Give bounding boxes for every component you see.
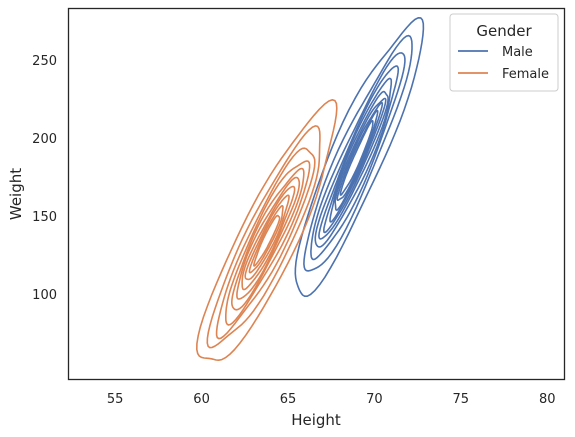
x-tick-label: 65 <box>280 392 297 407</box>
contour-female-level-4 <box>225 160 311 326</box>
y-axis-label: Weight <box>7 168 25 220</box>
y-tick-label: 150 <box>32 210 57 225</box>
x-tick-label: 55 <box>107 392 124 407</box>
contour-female-level-2 <box>206 125 321 349</box>
y-tick-label: 200 <box>32 132 57 147</box>
x-axis-label: Height <box>291 411 341 429</box>
contour-female-level-8 <box>244 194 290 281</box>
contour-male-level-3 <box>310 52 406 261</box>
legend-title: Gender <box>476 22 532 40</box>
x-axis-ticks: 55 60 65 70 75 80 <box>107 392 556 407</box>
contour-female-level-1 <box>196 99 338 362</box>
y-tick-label: 250 <box>32 54 57 69</box>
y-axis-ticks: 100 150 200 250 <box>32 54 57 303</box>
legend-label-female: Female <box>502 67 549 82</box>
contour-female-level-3 <box>215 147 316 340</box>
contour-male-level-8 <box>334 101 384 211</box>
contour-female-level-6 <box>236 176 301 300</box>
contour-male-level-1 <box>294 16 425 298</box>
x-tick-label: 60 <box>193 392 210 407</box>
contour-female-level-5 <box>231 167 305 311</box>
contour-male-level-2 <box>303 34 413 272</box>
contour-layer <box>196 16 425 362</box>
contour-male-level-4 <box>314 65 400 248</box>
contour-male-level-10 <box>339 119 374 196</box>
contour-female-level-9 <box>248 205 284 274</box>
legend: Gender Male Female <box>449 13 559 92</box>
contour-male-level-6 <box>322 90 389 234</box>
plot-frame <box>67 7 566 381</box>
x-tick-label: 70 <box>366 392 383 407</box>
contour-male-level-9 <box>336 109 379 201</box>
contour-female-level-7 <box>241 185 296 291</box>
legend-label-male: Male <box>502 45 533 60</box>
contour-male-level-5 <box>318 77 393 240</box>
y-tick-label: 100 <box>32 288 57 303</box>
contour-male-level-7 <box>329 97 387 223</box>
x-tick-label: 80 <box>539 392 556 407</box>
legend-box <box>449 13 559 92</box>
contour-female-level-10 <box>253 214 281 267</box>
x-tick-label: 75 <box>453 392 470 407</box>
